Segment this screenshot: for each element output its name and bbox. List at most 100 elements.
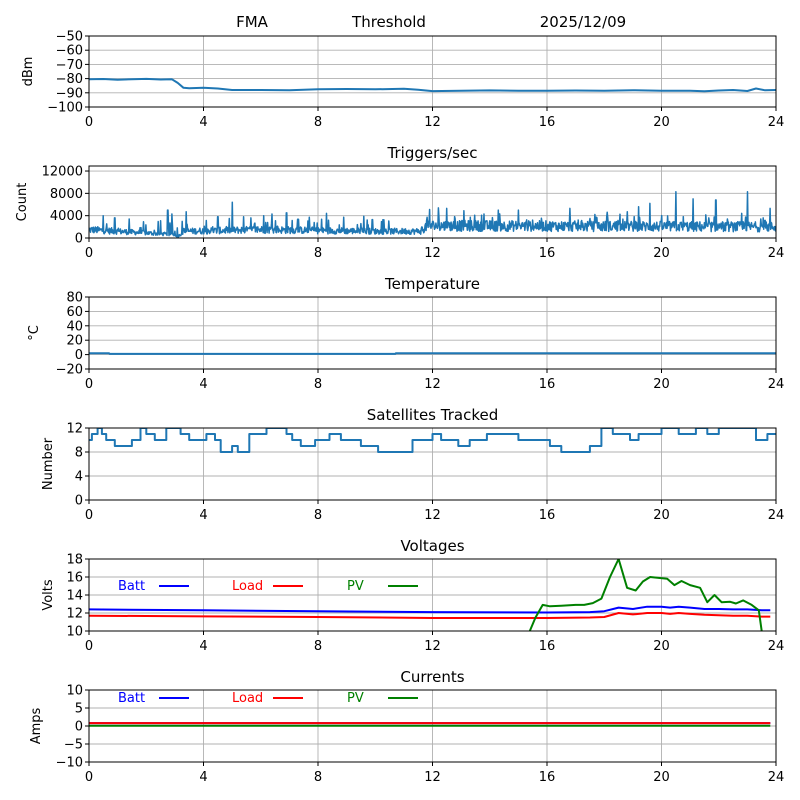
- x-tick-label: 20: [653, 639, 670, 654]
- legend: Batt Load PV: [118, 579, 418, 594]
- panel-title: Voltages: [400, 537, 464, 555]
- series-line-load: [89, 612, 771, 619]
- x-tick-label: 0: [85, 639, 93, 654]
- x-tick-label: 20: [653, 377, 670, 392]
- x-tick-label: 4: [199, 508, 207, 523]
- header-mode: Threshold: [351, 13, 426, 31]
- x-tick-label: 8: [314, 639, 322, 654]
- series-line-batt: [89, 605, 771, 614]
- x-tick-label: 20: [653, 508, 670, 523]
- x-tick-label: 12: [424, 508, 441, 523]
- y-tick-label: 80: [66, 291, 83, 306]
- x-tick-label: 16: [539, 377, 556, 392]
- x-tick-label: 0: [85, 377, 93, 392]
- y-tick-label: −60: [56, 44, 83, 59]
- y-tick-label: 16: [66, 571, 83, 586]
- x-tick-label: 24: [768, 377, 785, 392]
- x-tick-label: 16: [539, 115, 556, 130]
- series-line-triggers: [89, 190, 776, 238]
- x-tick-label: 8: [314, 508, 322, 523]
- x-tick-label: 4: [199, 639, 207, 654]
- x-tick-label: 0: [85, 770, 93, 785]
- y-tick-label: −50: [56, 30, 83, 45]
- x-tick-label: 20: [653, 115, 670, 130]
- x-tick-label: 24: [768, 639, 785, 654]
- x-tick-label: 20: [653, 246, 670, 261]
- y-tick-label: 8000: [50, 187, 83, 202]
- x-tick-label: 24: [768, 246, 785, 261]
- legend-label-load: Load: [232, 691, 263, 706]
- x-tick-label: 12: [424, 246, 441, 261]
- y-axis-label: Volts: [41, 579, 56, 611]
- x-tick-label: 12: [424, 639, 441, 654]
- y-tick-label: 12: [66, 607, 83, 622]
- y-tick-label: 0: [75, 720, 83, 735]
- y-tick-label: 12000: [42, 165, 83, 180]
- x-tick-label: 8: [314, 246, 322, 261]
- grid: [88, 558, 777, 632]
- series-group: [89, 352, 776, 355]
- x-tick-label: 8: [314, 377, 322, 392]
- panel-title: Currents: [400, 668, 464, 686]
- series-line-threshold: [89, 77, 776, 93]
- x-tick-label: 8: [314, 115, 322, 130]
- y-axis-label: dBm: [21, 57, 36, 87]
- x-tick-label: 16: [539, 639, 556, 654]
- x-tick-label: 0: [85, 246, 93, 261]
- y-tick-label: 4000: [50, 209, 83, 224]
- series-group: [89, 77, 776, 93]
- y-tick-label: 8: [75, 446, 83, 461]
- x-tick-label: 24: [768, 508, 785, 523]
- x-tick-label: 16: [539, 508, 556, 523]
- series-group: [89, 190, 776, 238]
- x-tick-label: 4: [199, 115, 207, 130]
- series-group: [89, 722, 771, 727]
- y-tick-label: 12: [66, 422, 83, 437]
- legend-label-pv: PV: [347, 579, 364, 594]
- x-tick-label: 12: [424, 770, 441, 785]
- y-tick-label: 40: [66, 319, 83, 334]
- grid: [88, 296, 777, 370]
- y-axis-label: Number: [41, 437, 56, 490]
- x-tick-label: 4: [199, 246, 207, 261]
- series-group: [89, 559, 771, 631]
- legend-label-load: Load: [232, 579, 263, 594]
- panel-currents: 0 4 8 12 16 20 24 −10 −5 0 5 10 Currents Amps Batt Load…: [29, 668, 784, 785]
- y-tick-label: 60: [66, 305, 83, 320]
- y-tick-label: 10: [66, 625, 83, 640]
- y-tick-label: −5: [64, 738, 83, 753]
- y-tick-label: 14: [66, 589, 83, 604]
- y-tick-label: 4: [75, 470, 83, 485]
- panel-title: Triggers/sec: [387, 144, 478, 162]
- grid: [88, 35, 777, 108]
- x-tick-label: 16: [539, 770, 556, 785]
- legend-label-batt: Batt: [118, 579, 145, 594]
- series-group: [89, 428, 776, 453]
- y-tick-label: 18: [66, 553, 83, 568]
- panel-satellites: 0 4 8 12 16 20 24 0 4 8 12 Satellites Tracked Number: [41, 406, 784, 523]
- x-tick-label: 0: [85, 115, 93, 130]
- y-axis-label: °C: [27, 325, 42, 341]
- panel-title: Temperature: [384, 275, 480, 293]
- series-line-temperature: [89, 352, 776, 355]
- panel-threshold: 0 4 8 12 16 20 24 −100−90−80−70−60−50 dBm: [21, 30, 784, 131]
- y-tick-label: 5: [75, 702, 83, 717]
- header-station: FMA: [236, 13, 269, 31]
- panel-voltages: 0 4 8 12 16 20 24 10 12 14 16 18 Voltages Volts Batt Lo…: [41, 537, 784, 654]
- y-tick-label: −100: [47, 101, 83, 116]
- x-tick-label: 4: [199, 377, 207, 392]
- x-tick-label: 24: [768, 770, 785, 785]
- x-tick-label: 16: [539, 246, 556, 261]
- y-tick-label: 0: [75, 494, 83, 509]
- x-tick-label: 4: [199, 770, 207, 785]
- x-tick-label: 12: [424, 115, 441, 130]
- x-tick-label: 20: [653, 770, 670, 785]
- panel-triggers: 0 4 8 12 16 20 24 0 4000 8000 12000 Triggers/sec Cou…: [15, 144, 784, 261]
- legend-label-batt: Batt: [118, 691, 145, 706]
- x-tick-label: 12: [424, 377, 441, 392]
- y-tick-label: −80: [56, 72, 83, 87]
- y-axis-label: Amps: [29, 707, 44, 744]
- y-axis-label: Count: [15, 183, 30, 222]
